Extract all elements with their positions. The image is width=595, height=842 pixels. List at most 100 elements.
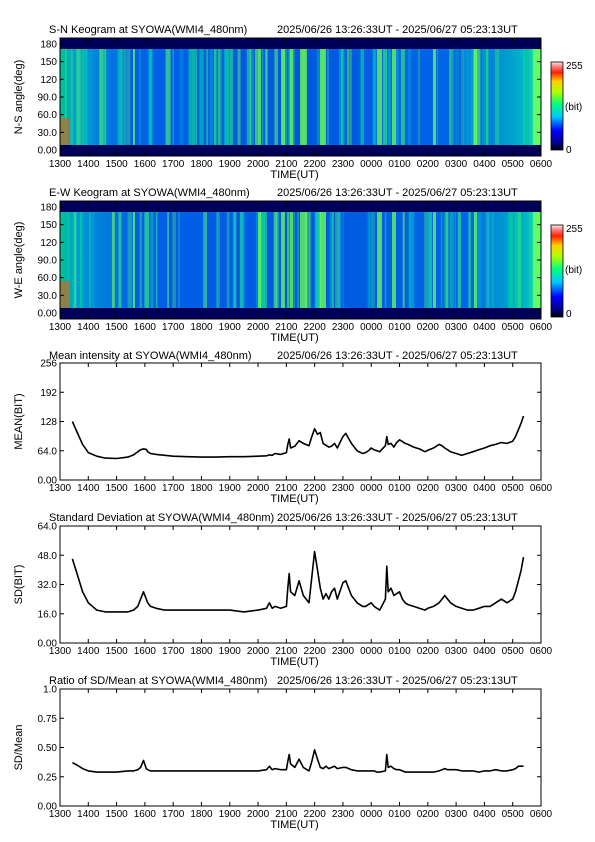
x-tick-label: 1800 bbox=[190, 646, 213, 657]
x-tick-label: 2100 bbox=[275, 322, 298, 333]
chart-2-title: E-W Keogram at SYOWA(WMI4_480nm) bbox=[49, 187, 250, 199]
x-tick-label: 2300 bbox=[332, 646, 355, 657]
y-tick-label: 150 bbox=[40, 57, 57, 68]
x-tick-label: 0500 bbox=[502, 322, 525, 333]
y-tick-label: 0.00 bbox=[38, 476, 58, 487]
y-tick-label: 0.00 bbox=[38, 309, 58, 320]
x-tick-label: 0300 bbox=[445, 809, 468, 820]
x-axis-label: TIME(UT) bbox=[270, 332, 318, 344]
x-tick-label: 0200 bbox=[417, 483, 440, 494]
x-tick-label: 0500 bbox=[502, 809, 525, 820]
x-tick-label: 1700 bbox=[162, 159, 185, 170]
y-tick-label: 120 bbox=[40, 75, 57, 86]
x-tick-label: 1300 bbox=[49, 483, 72, 494]
x-tick-label: 2100 bbox=[275, 483, 298, 494]
y-tick-label: 120 bbox=[40, 238, 57, 249]
colorbar-1-max: 255 bbox=[566, 61, 583, 72]
x-tick-label: 1300 bbox=[49, 646, 72, 657]
x-tick-label: 0600 bbox=[530, 483, 553, 494]
chart-4-title: Standard Deviation at SYOWA(WMI4_480nm) bbox=[49, 512, 274, 524]
x-tick-label: 2300 bbox=[332, 809, 355, 820]
x-tick-label: 0600 bbox=[530, 646, 553, 657]
x-tick-label: 2000 bbox=[247, 809, 270, 820]
x-tick-label: 1900 bbox=[219, 646, 242, 657]
x-tick-label: 1800 bbox=[190, 483, 213, 494]
x-tick-label: 1300 bbox=[49, 159, 72, 170]
y-tick-label: 64.0 bbox=[38, 522, 58, 533]
x-tick-label: 1800 bbox=[190, 159, 213, 170]
x-tick-label: 2000 bbox=[247, 159, 270, 170]
x-tick-label: 0400 bbox=[473, 646, 496, 657]
x-axis-label: TIME(UT) bbox=[270, 819, 318, 831]
x-tick-label: 1700 bbox=[162, 483, 185, 494]
x-tick-label: 1500 bbox=[105, 646, 128, 657]
x-tick-label: 0100 bbox=[388, 483, 411, 494]
x-tick-label: 0100 bbox=[388, 809, 411, 820]
x-tick-label: 0600 bbox=[530, 322, 553, 333]
x-tick-label: 2200 bbox=[304, 809, 327, 820]
series-line-3 bbox=[71, 415, 525, 460]
x-tick-label: 0400 bbox=[473, 809, 496, 820]
x-tick-label: 0100 bbox=[388, 159, 411, 170]
chart-4-time-range: 2025/06/26 13:26:33UT - 2025/06/27 05:23… bbox=[277, 512, 518, 524]
x-tick-label: 0300 bbox=[445, 159, 468, 170]
x-tick-label: 0500 bbox=[502, 483, 525, 494]
y-tick-label: 0.00 bbox=[38, 802, 58, 813]
x-tick-label: 0400 bbox=[473, 322, 496, 333]
y-axis-label: MEAN(BIT) bbox=[13, 393, 25, 449]
x-tick-label: 2100 bbox=[275, 159, 298, 170]
x-tick-label: 1300 bbox=[49, 809, 72, 820]
x-tick-label: 2000 bbox=[247, 646, 270, 657]
x-tick-label: 0600 bbox=[530, 159, 553, 170]
x-tick-label: 2200 bbox=[304, 159, 327, 170]
y-tick-label: 0.75 bbox=[38, 714, 58, 725]
y-tick-label: 32.0 bbox=[38, 580, 58, 591]
x-tick-label: 2300 bbox=[332, 483, 355, 494]
y-tick-label: 1.0 bbox=[43, 685, 57, 696]
x-tick-label: 1700 bbox=[162, 809, 185, 820]
x-tick-label: 2000 bbox=[247, 483, 270, 494]
x-tick-label: 1400 bbox=[77, 322, 100, 333]
x-tick-label: 0300 bbox=[445, 646, 468, 657]
x-tick-label: 2200 bbox=[304, 483, 327, 494]
x-tick-label: 1400 bbox=[77, 483, 100, 494]
colorbar-1 bbox=[550, 61, 564, 151]
x-tick-label: 1900 bbox=[219, 809, 242, 820]
x-tick-label: 0200 bbox=[417, 159, 440, 170]
x-tick-label: 0200 bbox=[417, 322, 440, 333]
x-tick-label: 1500 bbox=[105, 159, 128, 170]
x-tick-label: 2100 bbox=[275, 646, 298, 657]
x-tick-label: 1600 bbox=[134, 483, 157, 494]
y-tick-label: 64.0 bbox=[38, 446, 58, 457]
x-axis-label: TIME(UT) bbox=[270, 169, 318, 181]
y-axis-label: N-S angle(deg) bbox=[13, 60, 25, 135]
x-axis-label: TIME(UT) bbox=[270, 656, 318, 668]
x-tick-label: 0300 bbox=[445, 322, 468, 333]
y-tick-label: 16.0 bbox=[38, 609, 58, 620]
colorbar-2 bbox=[550, 224, 564, 318]
plot-frame-3 bbox=[59, 362, 542, 481]
x-tick-label: 1500 bbox=[105, 322, 128, 333]
x-tick-label: 1800 bbox=[190, 809, 213, 820]
y-tick-label: 90.0 bbox=[38, 93, 58, 104]
x-tick-label: 1500 bbox=[105, 809, 128, 820]
x-tick-label: 0300 bbox=[445, 483, 468, 494]
y-axis-label: W-E angle(deg) bbox=[13, 222, 25, 299]
y-tick-label: 48.0 bbox=[38, 551, 58, 562]
y-tick-label: 0.25 bbox=[38, 772, 58, 783]
x-tick-label: 1600 bbox=[134, 322, 157, 333]
y-tick-label: 256 bbox=[40, 359, 57, 370]
y-tick-label: 128 bbox=[40, 417, 57, 428]
keogram-1-image bbox=[60, 38, 541, 156]
x-tick-label: 1900 bbox=[219, 159, 242, 170]
series-line-5 bbox=[72, 748, 524, 773]
y-axis-label: SD(BIT) bbox=[13, 565, 25, 605]
x-tick-label: 0200 bbox=[417, 809, 440, 820]
chart-2-time-range: 2025/06/26 13:26:33UT - 2025/06/27 05:23… bbox=[277, 187, 518, 199]
y-tick-label: 60.0 bbox=[38, 273, 58, 284]
y-tick-label: 90.0 bbox=[38, 256, 58, 267]
y-tick-label: 30.0 bbox=[38, 128, 58, 139]
x-tick-label: 0000 bbox=[360, 322, 383, 333]
x-tick-label: 0200 bbox=[417, 646, 440, 657]
chart-1-title: S-N Keogram at SYOWA(WMI4_480nm) bbox=[49, 24, 247, 36]
